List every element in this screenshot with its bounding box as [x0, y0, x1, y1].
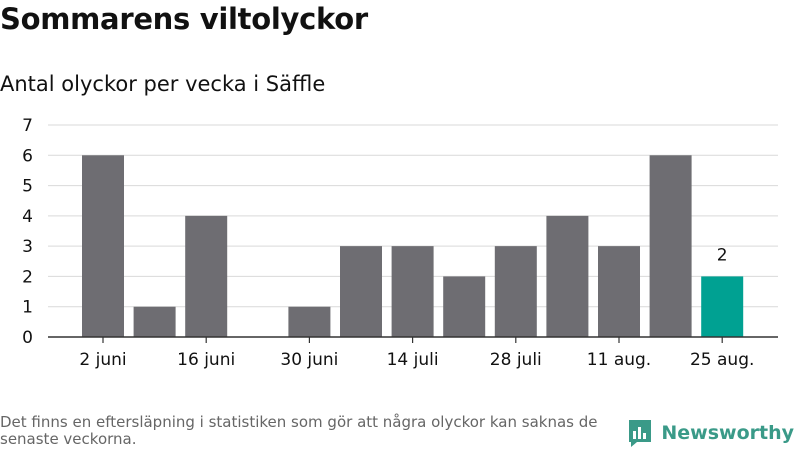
y-tick-label: 7 — [22, 116, 33, 136]
bar — [288, 306, 331, 337]
y-tick-label: 0 — [22, 328, 33, 348]
bar — [443, 276, 486, 337]
bar — [82, 155, 124, 337]
bar — [649, 155, 692, 337]
footnote: Det finns en eftersläpning i statistiken… — [0, 413, 598, 448]
y-tick-label: 5 — [22, 177, 33, 197]
brand-logo: Newsworthy — [627, 418, 794, 448]
bar — [494, 246, 537, 337]
bar-chart: 0 1 2 3 4 5 6 7 2 2 juni 16 juni 30 juni 14 juli 28 j… — [22, 116, 778, 370]
y-tick-label: 2 — [22, 267, 33, 287]
bar — [598, 246, 640, 337]
bar — [391, 246, 434, 337]
bar — [133, 306, 176, 337]
bar — [546, 215, 589, 337]
y-tick-label: 6 — [22, 146, 33, 166]
newsworthy-logo-icon — [629, 420, 652, 447]
x-tick-label: 11 aug. — [587, 350, 651, 370]
brand-name: Newsworthy — [661, 422, 794, 444]
bar — [185, 215, 228, 337]
y-tick-label: 3 — [22, 237, 33, 257]
y-tick-label: 1 — [22, 298, 33, 318]
x-tick-label: 25 aug. — [690, 350, 754, 370]
chart-subtitle: Antal olyckor per vecka i Säffle — [0, 72, 326, 96]
y-tick-label: 4 — [22, 207, 33, 227]
x-tick-label: 2 juni — [79, 350, 126, 370]
chart-title: Sommarens viltolyckor — [0, 2, 368, 36]
bar — [340, 246, 382, 337]
x-tick-label: 14 juli — [387, 350, 439, 370]
data-label: 2 — [717, 245, 728, 265]
bar-highlighted — [701, 276, 744, 337]
x-tick-label: 28 juli — [490, 350, 542, 370]
x-tick-label: 30 juni — [280, 350, 338, 370]
x-tick-label: 16 juni — [177, 350, 235, 370]
